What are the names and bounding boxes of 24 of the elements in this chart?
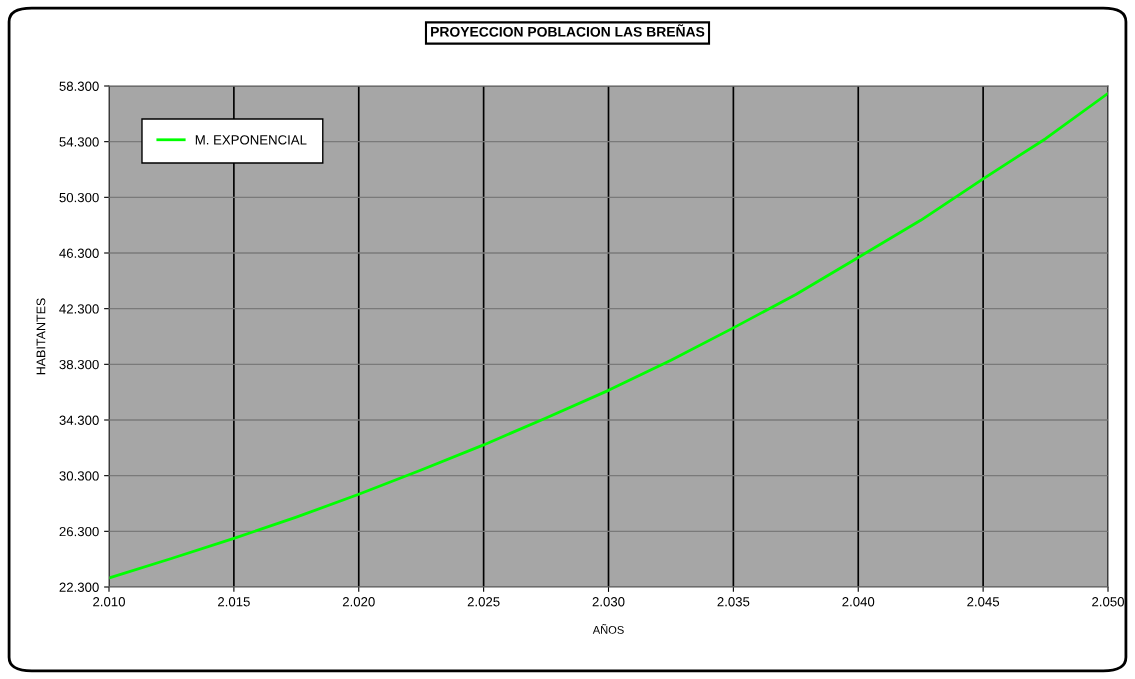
x-tick-label: 2.010 (93, 597, 125, 607)
x-tick-label: 2.035 (717, 597, 750, 607)
y-axis-title: HABITANTES (36, 298, 46, 375)
y-tick-label: 26.300 (59, 526, 99, 537)
y-tick-label: 50.300 (59, 192, 99, 203)
x-axis-title: AÑOS (592, 623, 624, 634)
y-tick-label: 58.300 (59, 81, 99, 91)
x-tick-label: 2.050 (1092, 597, 1124, 607)
y-tick-label: 22.300 (59, 582, 99, 592)
y-tick-label: 42.300 (59, 304, 99, 314)
y-tick-label: 38.300 (59, 359, 99, 370)
y-tick-label: 30.300 (59, 471, 99, 481)
legend-label: M. EXPONENCIAL (195, 135, 307, 145)
x-tick-label: 2.040 (842, 597, 875, 607)
x-tick-label: 2.025 (467, 597, 500, 607)
x-tick-label: 2.020 (342, 597, 375, 607)
x-tick-label: 2.045 (967, 597, 1000, 607)
x-tick-label: 2.030 (592, 597, 625, 607)
y-tick-label: 46.300 (59, 248, 99, 258)
chart-title: PROYECCION POBLACION LAS BREÑAS (431, 24, 705, 37)
x-tick-label: 2.015 (218, 597, 250, 607)
y-tick-label: 34.300 (59, 415, 99, 425)
y-tick-label: 54.300 (59, 137, 99, 147)
line-series (109, 91, 1108, 580)
